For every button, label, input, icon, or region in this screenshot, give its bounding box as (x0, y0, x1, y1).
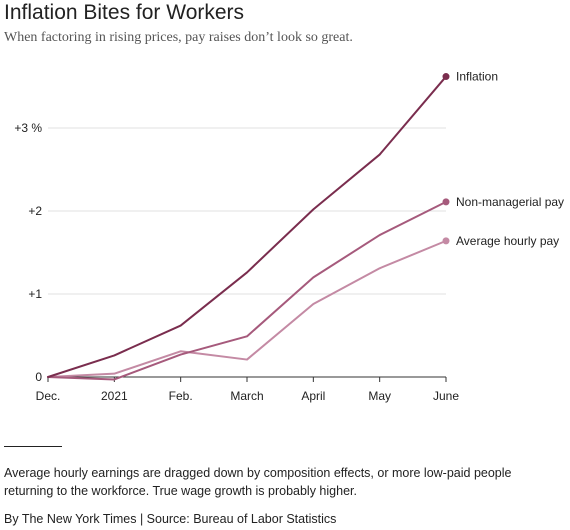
series-line (47, 75, 447, 378)
y-tick-label: +1 (28, 287, 42, 301)
gridlines (48, 127, 446, 378)
line-chart: 0+1+2+3 % Dec. 2021 Feb. March April May June … (14, 70, 564, 403)
note-divider (4, 446, 62, 447)
chart-credit: By The New York Times | Source: Bureau o… (4, 512, 337, 526)
series-end-point (442, 237, 450, 245)
series-label: Inflation (456, 70, 498, 84)
chart-title: Inflation Bites for Workers (4, 1, 245, 24)
series-label: Non-managerial pay (456, 195, 564, 209)
series-end-point (442, 198, 450, 206)
y-tick-label: 0 (35, 370, 42, 384)
x-tick-label: 2021 (101, 389, 128, 403)
series-line (47, 200, 447, 381)
y-tick-label: +2 (28, 204, 42, 218)
series-lines (47, 73, 450, 381)
chart-subtitle: When factoring in rising prices, pay rai… (4, 30, 353, 45)
y-axis-ticks: 0 +1 +2 +3 % (14, 121, 42, 384)
y-tick-label: +3 % (14, 121, 42, 135)
x-tick-label: June (433, 389, 459, 403)
series-line (47, 239, 447, 378)
x-tick-label: March (230, 389, 263, 403)
x-tick-label: April (301, 389, 325, 403)
series-labels: Average hourly pay Non-managerial pay Infl… (456, 70, 564, 248)
series-label: Average hourly pay (456, 234, 559, 248)
chart-note: Average hourly earnings are dragged down… (4, 466, 512, 498)
x-tick-label: Feb. (169, 389, 193, 403)
x-tick-label: Dec. (36, 389, 61, 403)
x-axis-ticks: Dec. 2021 Feb. March April May June (36, 377, 459, 403)
series-end-point (442, 73, 450, 81)
x-tick-label: May (368, 389, 391, 403)
